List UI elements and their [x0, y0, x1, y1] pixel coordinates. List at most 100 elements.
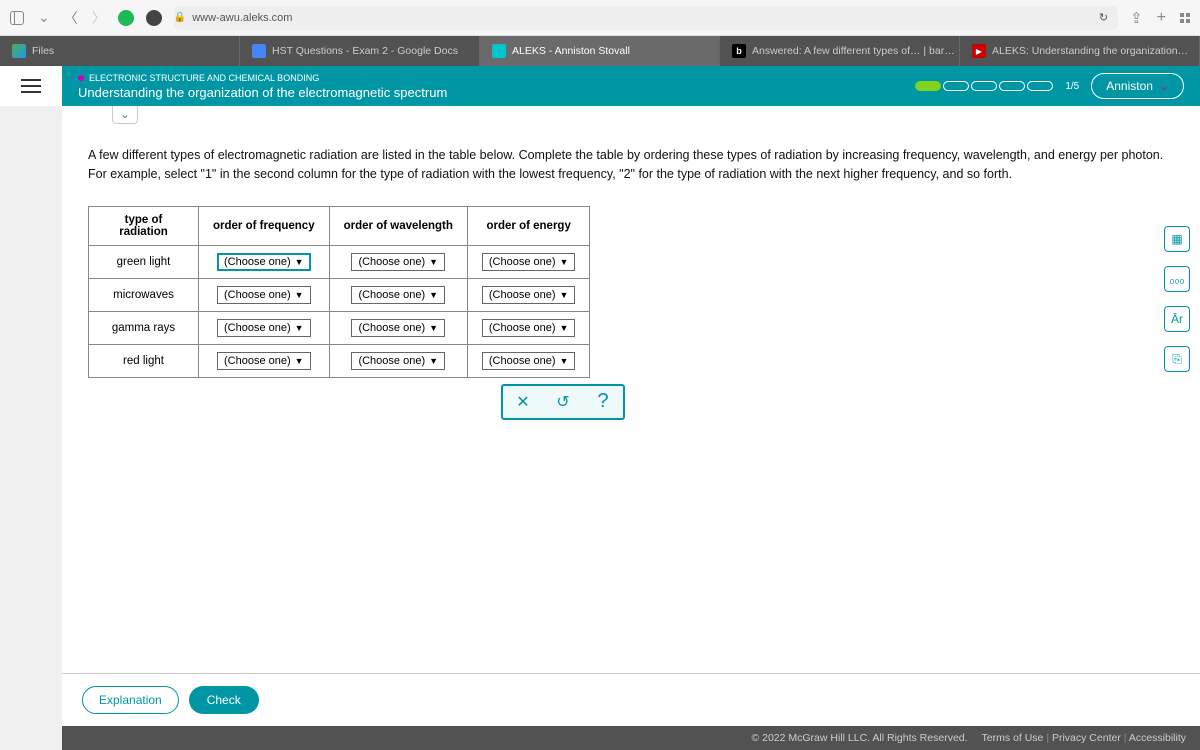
progress-segment	[915, 81, 941, 91]
check-button[interactable]: Check	[189, 686, 259, 714]
chevron-down-icon: ▼	[295, 323, 304, 333]
lock-icon: 🔒	[174, 12, 186, 23]
tab-favicon-icon: ▶	[972, 44, 986, 58]
undo-button[interactable]: ↺	[543, 386, 583, 418]
progress-segment	[971, 81, 997, 91]
order-dropdown[interactable]: (Choose one) ▼	[217, 286, 311, 304]
question-instructions: A few different types of electromagnetic…	[88, 146, 1174, 184]
reload-icon[interactable]: ↻	[1099, 11, 1108, 24]
extension-grammarly-icon[interactable]	[118, 10, 134, 26]
footer-link[interactable]: Terms of Use	[982, 732, 1044, 744]
main-panel: A few different types of electromagnetic…	[62, 106, 1200, 750]
chevron-down-icon: ▼	[295, 356, 304, 366]
dropdown-label: (Choose one)	[224, 289, 291, 301]
chevron-down-icon: ▼	[429, 323, 438, 333]
chevron-down-icon: ▼	[429, 356, 438, 366]
table-header: order of energy	[467, 206, 590, 245]
extension-shield-icon[interactable]	[146, 10, 162, 26]
order-dropdown[interactable]: (Choose one) ▼	[217, 352, 311, 370]
dropdown-label: (Choose one)	[224, 355, 291, 367]
browser-tab[interactable]: HST Questions - Exam 2 - Google Docs	[240, 36, 480, 66]
progress-segment	[1027, 81, 1053, 91]
tab-overview-icon[interactable]	[1180, 13, 1190, 23]
order-dropdown[interactable]: (Choose one) ▼	[351, 352, 445, 370]
chevron-down-icon: ▼	[560, 356, 569, 366]
chevron-down-icon: ▼	[560, 257, 569, 267]
chevron-down-icon: ▼	[295, 257, 304, 267]
tab-label: Files	[32, 45, 54, 57]
topic-header: ELECTRONIC STRUCTURE AND CHEMICAL BONDIN…	[62, 66, 1200, 106]
tab-favicon-icon	[252, 44, 266, 58]
browser-tab[interactable]: bAnswered: A few different types of… | b…	[720, 36, 960, 66]
right-toolbar: ▦ ₀₀₀ Ār ⎘	[1164, 226, 1190, 372]
url-text: www-awu.aleks.com	[192, 12, 292, 24]
order-dropdown[interactable]: (Choose one) ▼	[482, 352, 576, 370]
dropdown-cell: (Choose one) ▼	[467, 278, 590, 311]
help-button[interactable]: ?	[583, 386, 623, 418]
breadcrumb-dot-icon	[78, 75, 84, 81]
dropdown-cell: (Choose one) ▼	[199, 311, 330, 344]
radiation-type-cell: red light	[89, 344, 199, 377]
chevron-down-icon: ▼	[295, 290, 304, 300]
dropdown-label: (Choose one)	[489, 256, 556, 268]
progress-label: 1/5	[1065, 81, 1079, 92]
order-dropdown[interactable]: (Choose one) ▼	[482, 253, 576, 271]
topic-title: Understanding the organization of the el…	[78, 85, 447, 100]
forward-icon[interactable]: 〉	[92, 8, 106, 28]
menu-icon[interactable]	[21, 79, 41, 93]
order-dropdown[interactable]: (Choose one) ▼	[482, 286, 576, 304]
tool-button-3[interactable]: ⎘	[1164, 346, 1190, 372]
browser-tab[interactable]: Files	[0, 36, 240, 66]
collapse-header-button[interactable]: ⌄	[112, 106, 138, 124]
chevron-down-icon: ▼	[560, 323, 569, 333]
dropdown-label: (Choose one)	[358, 355, 425, 367]
browser-tab[interactable]: ▶ ALEKS: Understanding the organization…	[960, 36, 1200, 66]
clear-button[interactable]: ✕	[503, 386, 543, 418]
tab-favicon-icon: b	[732, 44, 746, 58]
progress-segment	[999, 81, 1025, 91]
dropdown-cell: (Choose one) ▼	[329, 344, 467, 377]
tab-favicon-icon	[12, 44, 26, 58]
dropdown-label: (Choose one)	[358, 256, 425, 268]
order-dropdown[interactable]: (Choose one) ▼	[217, 253, 311, 271]
back-icon[interactable]: 〈	[64, 8, 78, 28]
footer-bar: © 2022 McGraw Hill LLC. All Rights Reser…	[62, 726, 1200, 750]
dropdown-label: (Choose one)	[358, 322, 425, 334]
tab-strip: Files HST Questions - Exam 2 - Google Doc…	[0, 36, 1200, 66]
new-tab-icon[interactable]: +	[1157, 9, 1166, 27]
breadcrumb: ELECTRONIC STRUCTURE AND CHEMICAL BONDIN…	[78, 73, 447, 83]
order-dropdown[interactable]: (Choose one) ▼	[351, 319, 445, 337]
tool-button-2[interactable]: Ār	[1164, 306, 1190, 332]
tool-button-1[interactable]: ₀₀₀	[1164, 266, 1190, 292]
tab-label: ALEKS: Understanding the organization…	[992, 45, 1188, 57]
chevron-down-icon[interactable]: ⌄	[38, 9, 50, 26]
dropdown-label: (Choose one)	[489, 322, 556, 334]
table-row: red light(Choose one) ▼(Choose one) ▼(Ch…	[89, 344, 590, 377]
dropdown-label: (Choose one)	[489, 289, 556, 301]
tab-favicon-icon	[492, 44, 506, 58]
browser-toolbar: ⌄ 〈 〉 🔒 www-awu.aleks.com ↻ ⇪ +	[0, 0, 1200, 36]
progress-segment	[943, 81, 969, 91]
bottom-bar: Explanation Check	[62, 673, 1200, 726]
breadcrumb-text: ELECTRONIC STRUCTURE AND CHEMICAL BONDIN…	[89, 73, 319, 83]
explanation-button[interactable]: Explanation	[82, 686, 179, 714]
order-dropdown[interactable]: (Choose one) ▼	[482, 319, 576, 337]
order-dropdown[interactable]: (Choose one) ▼	[217, 319, 311, 337]
user-menu[interactable]: Anniston ⌄	[1091, 73, 1184, 99]
tool-button-0[interactable]: ▦	[1164, 226, 1190, 252]
order-dropdown[interactable]: (Choose one) ▼	[351, 286, 445, 304]
sidebar-toggle-icon[interactable]	[10, 11, 24, 25]
chevron-down-icon: ▼	[429, 257, 438, 267]
url-bar[interactable]: 🔒 www-awu.aleks.com ↻	[174, 6, 1118, 30]
radiation-table: type of radiationorder of frequencyorder…	[88, 206, 590, 378]
app-header-row: ELECTRONIC STRUCTURE AND CHEMICAL BONDIN…	[0, 66, 1200, 106]
share-icon[interactable]: ⇪	[1130, 9, 1143, 27]
browser-tab[interactable]: ALEKS - Anniston Stovall	[480, 36, 720, 66]
user-name: Anniston	[1106, 79, 1153, 93]
footer-link[interactable]: Accessibility	[1129, 732, 1186, 744]
footer-link[interactable]: Privacy Center	[1052, 732, 1121, 744]
table-row: microwaves(Choose one) ▼(Choose one) ▼(C…	[89, 278, 590, 311]
dropdown-cell: (Choose one) ▼	[467, 311, 590, 344]
order-dropdown[interactable]: (Choose one) ▼	[351, 253, 445, 271]
dropdown-label: (Choose one)	[224, 322, 291, 334]
